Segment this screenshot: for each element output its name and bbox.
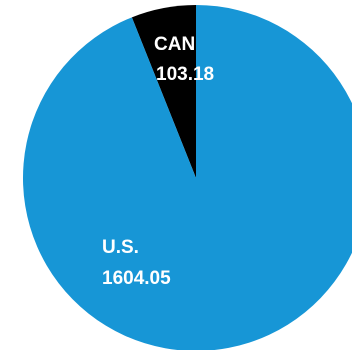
pie-slice-u-s bbox=[22, 5, 352, 350]
slice-value-us: 1604.05 bbox=[102, 268, 171, 289]
pie-slice-can bbox=[131, 4, 196, 178]
pie-slices bbox=[22, 4, 352, 350]
slice-value-can: 103.18 bbox=[156, 64, 214, 85]
slice-label-can: CAN bbox=[154, 34, 195, 55]
pie-labels: CAN 103.18 U.S. 1604.05 bbox=[102, 34, 214, 289]
slice-label-us: U.S. bbox=[102, 237, 139, 258]
